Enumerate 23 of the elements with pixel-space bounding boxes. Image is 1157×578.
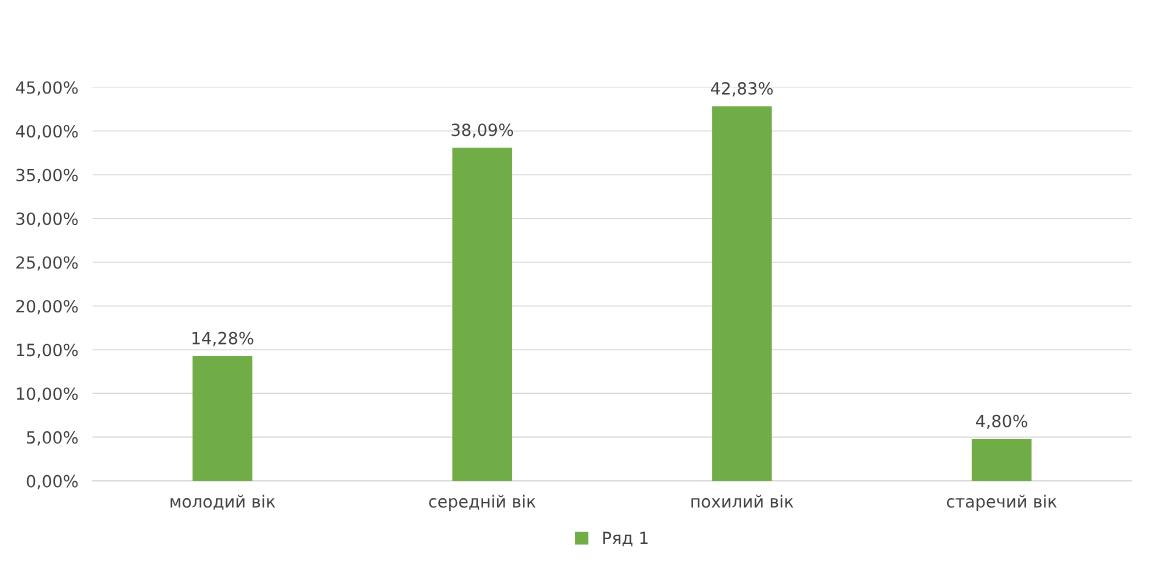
legend-label: Ряд 1	[603, 531, 648, 547]
bar	[192, 355, 253, 481]
y-tick-label: 30,00%	[16, 212, 78, 227]
x-tick-label: старечий вік	[946, 494, 1057, 511]
y-tick-label: 45,00%	[15, 81, 78, 96]
x-tick-label: похилий вік	[691, 494, 794, 508]
bar	[971, 438, 1032, 481]
y-tick-label: 5,00%	[27, 431, 78, 446]
bar	[452, 147, 513, 481]
y-tick-label: 20,00%	[16, 299, 78, 315]
y-tick-label: 35,00%	[16, 168, 78, 184]
y-tick-label: 40,00%	[15, 124, 78, 140]
data-label: 14,28%	[192, 331, 254, 347]
x-tick-label: середній вік	[429, 494, 536, 511]
data-label: 38,09%	[451, 123, 514, 138]
bar	[712, 106, 772, 481]
y-tick-label: 25,00%	[16, 256, 78, 271]
y-tick-label: 15,00%	[16, 343, 78, 358]
data-label: 4,80%	[976, 414, 1028, 430]
y-tick-label: 10,00%	[16, 387, 78, 402]
y-tick-label: 0,00%	[26, 474, 78, 490]
x-tick-label: молодий вік	[170, 494, 276, 510]
data-label: 42,83%	[710, 82, 773, 97]
